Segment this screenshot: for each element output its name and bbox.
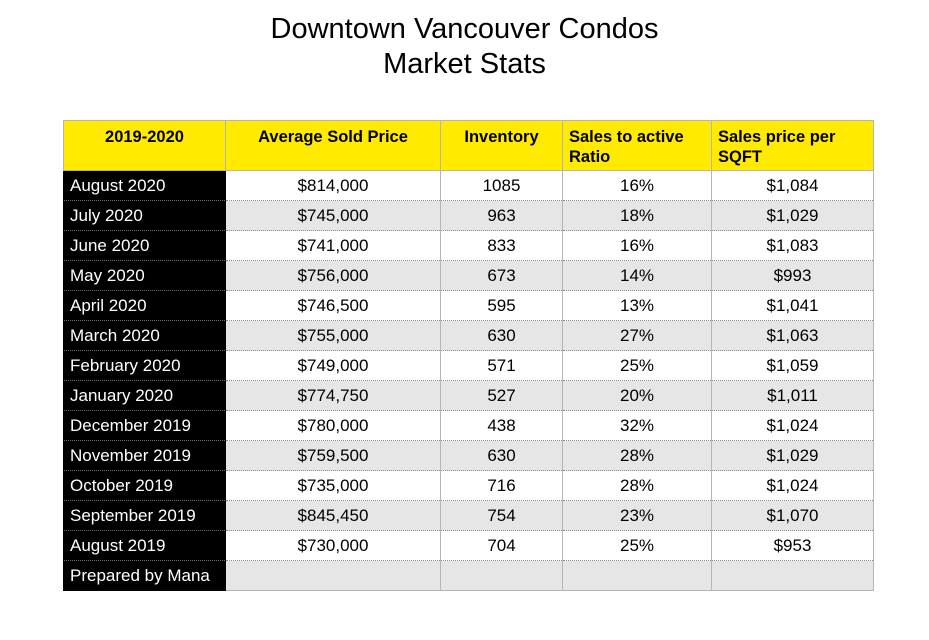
table-row: August 2019 $730,000 704 25% $953 xyxy=(63,530,874,561)
header-sales-price-per-sqft: Sales price per SQFT xyxy=(711,120,874,171)
month-cell: December 2019 xyxy=(63,410,226,441)
price-per-sqft-cell: $1,063 xyxy=(711,320,874,351)
header-sales-to-active-ratio: Sales to active Ratio xyxy=(562,120,712,171)
price-per-sqft-cell: $1,083 xyxy=(711,230,874,261)
table-row: July 2020 $745,000 963 18% $1,029 xyxy=(63,200,874,231)
title-line-1: Downtown Vancouver Condos xyxy=(270,13,659,45)
average-sold-price-cell: $814,000 xyxy=(225,170,441,201)
table-row: August 2020 $814,000 1085 16% $1,084 xyxy=(63,170,874,201)
inventory-cell: 673 xyxy=(440,260,563,291)
footer-cell xyxy=(562,560,712,591)
price-per-sqft-cell: $1,084 xyxy=(711,170,874,201)
average-sold-price-cell: $774,750 xyxy=(225,380,441,411)
month-cell: January 2020 xyxy=(63,380,226,411)
sales-ratio-cell: 28% xyxy=(562,470,712,501)
average-sold-price-cell: $759,500 xyxy=(225,440,441,471)
table-row: April 2020 $746,500 595 13% $1,041 xyxy=(63,290,874,321)
price-per-sqft-cell: $1,029 xyxy=(711,440,874,471)
price-per-sqft-cell: $953 xyxy=(711,530,874,561)
table-row: June 2020 $741,000 833 16% $1,083 xyxy=(63,230,874,261)
table-row: December 2019 $780,000 438 32% $1,024 xyxy=(63,410,874,441)
average-sold-price-cell: $735,000 xyxy=(225,470,441,501)
month-cell: August 2019 xyxy=(63,530,226,561)
inventory-cell: 716 xyxy=(440,470,563,501)
price-per-sqft-cell: $1,029 xyxy=(711,200,874,231)
inventory-cell: 754 xyxy=(440,500,563,531)
price-per-sqft-cell: $1,024 xyxy=(711,410,874,441)
table-body: August 2020 $814,000 1085 16% $1,084 July 202… xyxy=(63,170,874,591)
sales-ratio-cell: 25% xyxy=(562,350,712,381)
footer-prepared-by: Prepared by Mana xyxy=(63,560,226,591)
average-sold-price-cell: $756,000 xyxy=(225,260,441,291)
header-average-sold-price: Average Sold Price xyxy=(225,120,441,171)
title-line-2: Market Stats xyxy=(383,48,546,80)
sales-ratio-cell: 25% xyxy=(562,530,712,561)
inventory-cell: 963 xyxy=(440,200,563,231)
price-per-sqft-cell: $1,024 xyxy=(711,470,874,501)
inventory-cell: 630 xyxy=(440,440,563,471)
header-inventory: Inventory xyxy=(440,120,563,171)
sales-ratio-cell: 32% xyxy=(562,410,712,441)
average-sold-price-cell: $845,450 xyxy=(225,500,441,531)
inventory-cell: 527 xyxy=(440,380,563,411)
sales-ratio-cell: 14% xyxy=(562,260,712,291)
month-cell: March 2020 xyxy=(63,320,226,351)
month-cell: July 2020 xyxy=(63,200,226,231)
month-cell: April 2020 xyxy=(63,290,226,321)
table-row: September 2019 $845,450 754 23% $1,070 xyxy=(63,500,874,531)
footer-row: Prepared by Mana xyxy=(63,560,874,591)
inventory-cell: 704 xyxy=(440,530,563,561)
average-sold-price-cell: $755,000 xyxy=(225,320,441,351)
price-per-sqft-cell: $1,070 xyxy=(711,500,874,531)
price-per-sqft-cell: $1,041 xyxy=(711,290,874,321)
sales-ratio-cell: 28% xyxy=(562,440,712,471)
header-period: 2019-2020 xyxy=(63,120,226,171)
average-sold-price-cell: $746,500 xyxy=(225,290,441,321)
inventory-cell: 595 xyxy=(440,290,563,321)
month-cell: October 2019 xyxy=(63,470,226,501)
footer-cell xyxy=(440,560,563,591)
price-per-sqft-cell: $1,059 xyxy=(711,350,874,381)
table-row: February 2020 $749,000 571 25% $1,059 xyxy=(63,350,874,381)
month-cell: August 2020 xyxy=(63,170,226,201)
price-per-sqft-cell: $993 xyxy=(711,260,874,291)
month-cell: May 2020 xyxy=(63,260,226,291)
month-cell: September 2019 xyxy=(63,500,226,531)
table-row: October 2019 $735,000 716 28% $1,024 xyxy=(63,470,874,501)
price-per-sqft-cell: $1,011 xyxy=(711,380,874,411)
average-sold-price-cell: $780,000 xyxy=(225,410,441,441)
sales-ratio-cell: 23% xyxy=(562,500,712,531)
sales-ratio-cell: 20% xyxy=(562,380,712,411)
footer-cell xyxy=(711,560,874,591)
average-sold-price-cell: $749,000 xyxy=(225,350,441,381)
header-row: 2019-2020 Average Sold Price Inventory S… xyxy=(63,120,874,171)
sales-ratio-cell: 13% xyxy=(562,290,712,321)
month-cell: June 2020 xyxy=(63,230,226,261)
inventory-cell: 630 xyxy=(440,320,563,351)
page-title: Downtown Vancouver Condos Market Stats xyxy=(0,12,929,82)
month-cell: November 2019 xyxy=(63,440,226,471)
table-row: November 2019 $759,500 630 28% $1,029 xyxy=(63,440,874,471)
inventory-cell: 438 xyxy=(440,410,563,441)
market-stats-table: 2019-2020 Average Sold Price Inventory S… xyxy=(63,120,874,591)
average-sold-price-cell: $730,000 xyxy=(225,530,441,561)
inventory-cell: 571 xyxy=(440,350,563,381)
sales-ratio-cell: 27% xyxy=(562,320,712,351)
sales-ratio-cell: 16% xyxy=(562,230,712,261)
sales-ratio-cell: 18% xyxy=(562,200,712,231)
inventory-cell: 1085 xyxy=(440,170,563,201)
average-sold-price-cell: $741,000 xyxy=(225,230,441,261)
average-sold-price-cell: $745,000 xyxy=(225,200,441,231)
month-cell: February 2020 xyxy=(63,350,226,381)
table-row: May 2020 $756,000 673 14% $993 xyxy=(63,260,874,291)
inventory-cell: 833 xyxy=(440,230,563,261)
footer-cell xyxy=(225,560,441,591)
table-row: January 2020 $774,750 527 20% $1,011 xyxy=(63,380,874,411)
table-row: March 2020 $755,000 630 27% $1,063 xyxy=(63,320,874,351)
sales-ratio-cell: 16% xyxy=(562,170,712,201)
